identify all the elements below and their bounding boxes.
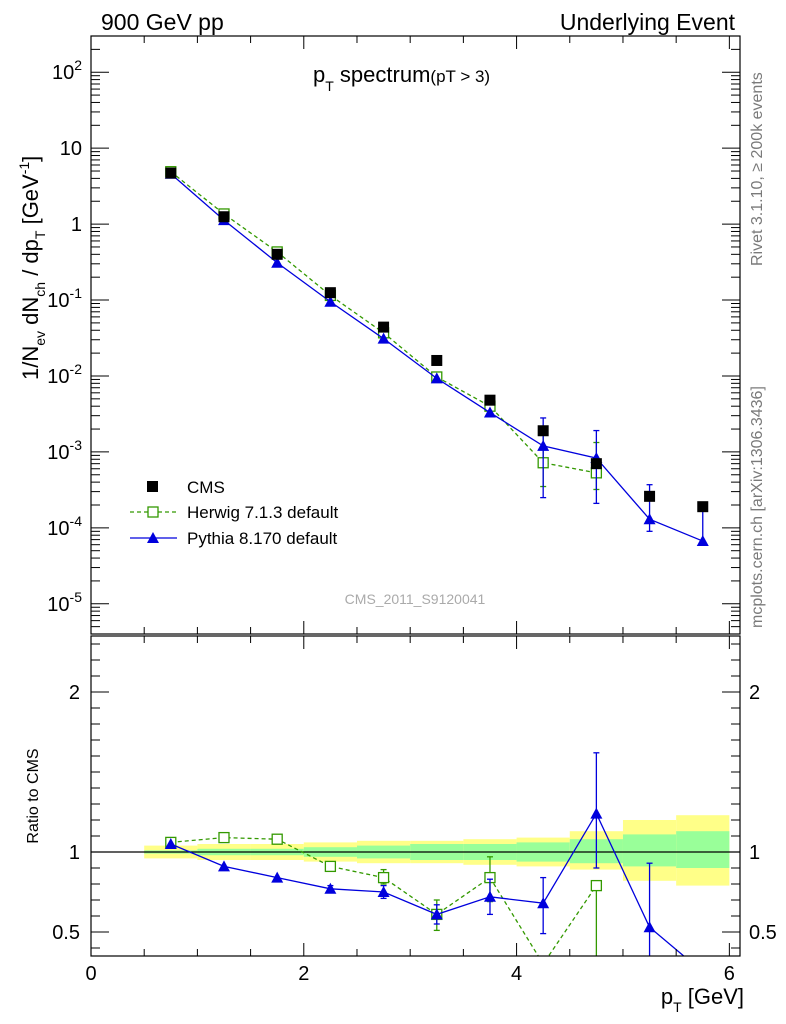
main-y-axis-label: 1/Nev dNch / dpT [GeV-1] [16, 156, 48, 380]
main-data-point [165, 167, 177, 179]
main-data-point [271, 256, 284, 268]
ratio-data-point [590, 807, 603, 819]
main-data-point [643, 513, 656, 525]
main-y-tick-label: 10-4 [47, 513, 82, 540]
main-data-point [697, 501, 709, 513]
mcplots-reference-label: mcplots.cern.ch [arXiv:1306.3436] [749, 386, 766, 628]
ratio-data-point [217, 860, 230, 872]
ratio-data-point [590, 879, 603, 892]
x-label-symbol: p [661, 984, 673, 1009]
main-data-point [696, 535, 709, 547]
header-right: Underlying Event [560, 9, 736, 35]
x-label-subscript: T [673, 999, 682, 1015]
tick-exponent: -2 [70, 361, 83, 377]
ratio-clip-group [91, 752, 740, 977]
title-rest: spectrum [334, 62, 431, 87]
tick-base: 10 [47, 518, 69, 540]
tick-exponent: -5 [70, 589, 83, 605]
legend-pythia-marker [147, 532, 159, 543]
ratio-data-point [697, 966, 709, 977]
main-data-point [483, 406, 496, 418]
ratio-data-point [483, 890, 496, 902]
main-data-point [537, 439, 550, 451]
main-data-point [590, 458, 602, 470]
ratio-data-point [324, 882, 337, 894]
main-data-point [218, 211, 230, 223]
uncertainty-band-inner [622, 834, 677, 867]
legend-herwig-label: Herwig 7.1.3 default [187, 503, 338, 522]
tick-base: 10 [52, 62, 74, 84]
ratio-data-point [377, 871, 390, 884]
tick-base: 10 [47, 290, 69, 312]
ratio-data-point [430, 908, 443, 920]
tick-base: 10 [47, 594, 69, 616]
ratio-data-point [324, 860, 337, 873]
main-plot-title: pT spectrum(pT > 3) [313, 62, 490, 94]
tick-exponent: -4 [70, 513, 83, 529]
tick-exponent: -1 [70, 285, 83, 301]
ratio-data-point [537, 897, 550, 909]
ratio-plot-area [91, 752, 740, 977]
main-y-tick-label: 10-1 [47, 285, 82, 312]
main-data-point [271, 248, 283, 260]
title-subscript: T [325, 78, 334, 94]
main-y-tick-label: 10 [60, 138, 82, 160]
ratio-y-axis-label: Ratio to CMS [25, 748, 42, 843]
main-data-point [324, 287, 336, 299]
tick-exponent: 2 [74, 57, 82, 73]
x-label-unit: [GeV] [682, 984, 744, 1009]
main-y-tick-label: 10-2 [47, 361, 82, 388]
rivet-version-label: Rivet 3.1.10, ≥ 200k events [749, 72, 766, 266]
ratio-y-tick-label: 0.5 [52, 922, 80, 944]
title-cut: (pT > 3) [430, 67, 490, 86]
x-tick-label: 4 [511, 963, 522, 985]
main-data-point [430, 372, 443, 384]
main-y-tick-label: 10-5 [47, 589, 82, 616]
main-y-tick-label: 10-3 [47, 437, 82, 464]
main-plot-area [164, 166, 709, 547]
main-data-point [644, 490, 656, 502]
x-tick-label: 0 [85, 963, 96, 985]
x-axis-label: pT [GeV] [661, 984, 744, 1015]
ratio-y-tick-label-right: 2 [749, 682, 760, 704]
ratio-data-point [271, 833, 283, 845]
ratio-y-tick-label-right: 1 [749, 842, 760, 864]
main-frame [90, 35, 741, 635]
analysis-watermark: CMS_2011_S9120041 [345, 591, 486, 607]
ratio-y-tick-label: 1 [69, 842, 80, 864]
main-data-point [378, 321, 390, 333]
main-data-point [377, 332, 390, 344]
uncertainty-band-inner [676, 831, 730, 868]
ratio-y-tick-label-right: 0.5 [749, 922, 777, 944]
x-tick-label: 6 [724, 963, 735, 985]
main-clip-group [164, 166, 709, 547]
legend: CMS Herwig 7.1.3 default Pythia 8.170 de… [130, 478, 338, 548]
legend-herwig-marker [147, 506, 159, 518]
main-data-point [484, 394, 496, 406]
ratio-y-tick-label: 2 [69, 682, 80, 704]
main-y-tick-label: 1 [71, 214, 82, 236]
title-main-symbol: p [313, 62, 325, 87]
main-data-point [431, 354, 443, 366]
ratio-data-point [643, 921, 656, 933]
ratio-data-point [218, 831, 230, 844]
legend-cms-marker [147, 481, 158, 492]
x-tick-label: 2 [298, 963, 309, 985]
ratio-data-point [271, 871, 284, 883]
ratio-data-point [377, 886, 390, 897]
main-data-point [537, 425, 549, 437]
main-y-tick-label: 102 [52, 57, 82, 84]
legend-pythia-label: Pythia 8.170 default [187, 529, 338, 548]
ratio-data-point [538, 959, 548, 969]
tick-exponent: -3 [70, 437, 83, 453]
tick-base: 10 [47, 366, 69, 388]
header-left: 900 GeV pp [101, 9, 224, 35]
legend-cms-label: CMS [187, 478, 225, 497]
main-data-point [324, 295, 337, 307]
ratio-data-point [164, 838, 177, 849]
ratio-frame [90, 635, 741, 957]
tick-base: 10 [47, 442, 69, 464]
